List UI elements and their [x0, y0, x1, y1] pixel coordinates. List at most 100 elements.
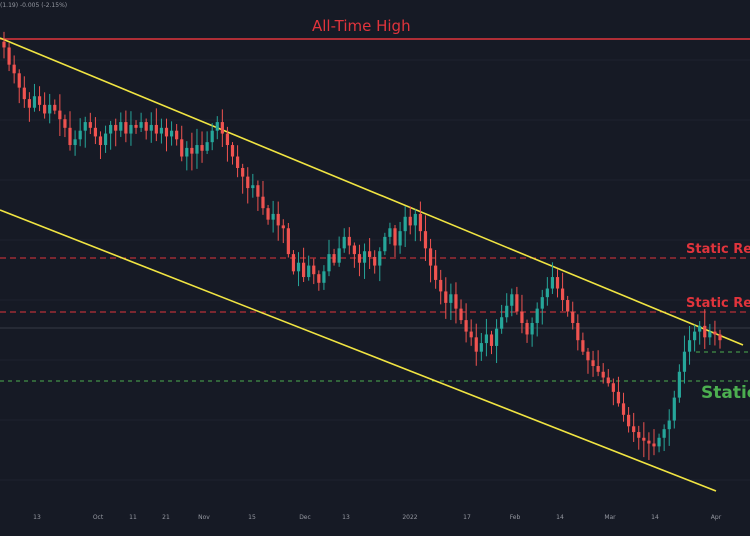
- x-axis-ticks: 13 Oct 11 21 Nov 15 Dec 13 2022 17 Feb 14 Mar 14 Apr: [33, 514, 722, 521]
- candle-body: [139, 122, 143, 128]
- candle-body: [520, 311, 524, 323]
- candle-body: [571, 311, 575, 323]
- candle-body: [2, 41, 6, 48]
- candle-body: [149, 124, 153, 131]
- candle-body: [606, 377, 610, 384]
- candle-body: [124, 122, 128, 134]
- candle-body: [672, 397, 676, 421]
- candle-body: [479, 343, 483, 352]
- candle-body: [144, 122, 148, 131]
- candle-body: [545, 288, 549, 298]
- candle-body: [383, 236, 387, 252]
- candle-body: [550, 277, 555, 289]
- candle-body: [68, 127, 72, 146]
- candle-body: [652, 443, 656, 447]
- candle-body: [576, 322, 580, 341]
- candle-body: [454, 294, 458, 309]
- candle-body: [632, 426, 636, 433]
- candle-body: [413, 213, 417, 226]
- candle-body: [500, 317, 504, 329]
- x-tick-label: 2022: [402, 514, 417, 521]
- x-tick-label: 15: [248, 514, 256, 521]
- channel-lower-line: [0, 209, 717, 492]
- candle-body: [693, 331, 697, 341]
- candle-body: [109, 124, 113, 134]
- candle-body: [93, 127, 98, 137]
- candle-body: [154, 124, 158, 134]
- x-tick-label: Dec: [299, 514, 311, 521]
- candle-body: [408, 216, 412, 226]
- candle-body: [484, 334, 489, 344]
- candle-body: [12, 64, 16, 74]
- candle-body: [474, 337, 478, 352]
- candle-body: [637, 432, 641, 438]
- candle-body: [596, 366, 600, 372]
- candle-body: [657, 437, 661, 447]
- candle-body: [586, 351, 590, 361]
- candle-body: [256, 185, 260, 197]
- candle-body: [647, 440, 651, 444]
- candle-body: [43, 104, 47, 114]
- x-tick-label: 14: [556, 514, 564, 521]
- candle-body: [180, 139, 184, 157]
- candle-body: [27, 99, 31, 108]
- candle-body: [210, 130, 214, 143]
- candle-body: [362, 251, 367, 263]
- candle-body: [17, 73, 21, 88]
- candle-body: [98, 136, 103, 146]
- candle-body: [718, 334, 722, 341]
- candle-body: [185, 147, 189, 157]
- x-tick-label: 13: [342, 514, 350, 521]
- candle-body: [677, 371, 681, 398]
- candle-body: [601, 371, 605, 378]
- candle-body: [626, 414, 631, 427]
- candle-body: [88, 122, 92, 128]
- candle-body: [373, 256, 377, 266]
- candle-body: [241, 168, 245, 177]
- candle-body: [215, 122, 219, 131]
- candle-body: [22, 87, 26, 100]
- candle-body: [642, 437, 646, 441]
- candle-body: [312, 265, 316, 275]
- candle-body: [332, 254, 336, 263]
- candle-body: [169, 130, 174, 137]
- resistance-1-label: Static Resi: [686, 242, 750, 257]
- candle-body: [134, 124, 138, 128]
- candle-body: [83, 122, 87, 131]
- x-tick-label: 13: [33, 514, 41, 521]
- candle-body: [281, 225, 285, 229]
- candle-body: [261, 196, 265, 209]
- candle-body: [32, 96, 37, 108]
- candle-body: [393, 228, 397, 246]
- candle-body: [200, 145, 204, 151]
- x-tick-label: 14: [651, 514, 659, 521]
- candle-body: [53, 104, 57, 111]
- candle-body: [63, 119, 67, 128]
- candle-body: [159, 127, 164, 134]
- candle-body: [418, 213, 422, 232]
- candle-body: [205, 142, 209, 151]
- candle-body: [687, 340, 692, 352]
- candle-body: [317, 274, 321, 283]
- candle-body: [164, 127, 169, 137]
- candle-body: [535, 308, 539, 323]
- candle-body: [708, 331, 712, 338]
- candle-body: [428, 248, 433, 266]
- candle-body: [103, 133, 108, 146]
- candle-body: [378, 251, 382, 266]
- channel-upper-line: [0, 37, 744, 346]
- candle-body: [540, 297, 544, 309]
- candle-body: [611, 383, 615, 392]
- candle-body: [337, 248, 341, 263]
- resistance-2-label: Static Resi: [686, 296, 750, 311]
- candle-body: [129, 124, 133, 134]
- candle-body: [423, 231, 428, 249]
- candle-body: [322, 271, 326, 283]
- candle-body: [175, 130, 179, 140]
- candle-body: [246, 176, 250, 189]
- candle-body: [469, 331, 473, 338]
- x-tick-label: Apr: [711, 514, 722, 521]
- ath-label: All-Time High: [312, 17, 411, 35]
- candle-body: [560, 288, 565, 301]
